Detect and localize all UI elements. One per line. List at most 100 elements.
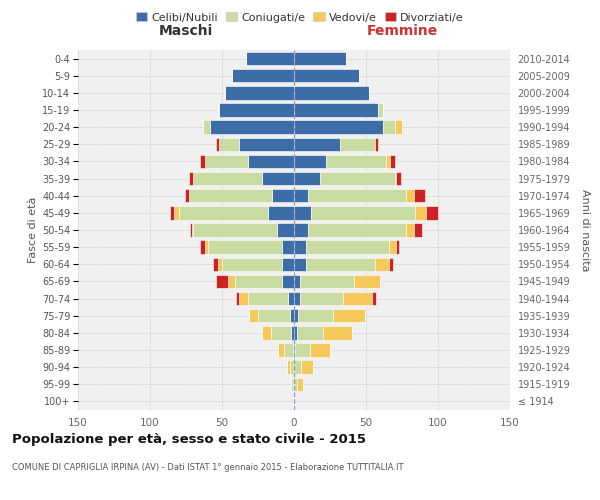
Bar: [294, 378, 297, 391]
Bar: [294, 154, 326, 168]
Bar: [413, 189, 425, 202]
Bar: [355, 274, 380, 288]
Bar: [189, 172, 193, 186]
Bar: [205, 154, 248, 168]
Bar: [219, 104, 294, 117]
Bar: [372, 292, 376, 306]
Bar: [294, 309, 298, 322]
Bar: [262, 172, 294, 186]
Bar: [326, 154, 386, 168]
Bar: [293, 378, 294, 391]
Bar: [396, 240, 399, 254]
Bar: [218, 258, 222, 271]
Bar: [205, 240, 208, 254]
Bar: [305, 258, 374, 271]
Bar: [294, 274, 300, 288]
Bar: [185, 189, 189, 202]
Bar: [216, 274, 228, 288]
Bar: [248, 154, 294, 168]
Bar: [193, 172, 262, 186]
Bar: [294, 292, 300, 306]
Bar: [294, 138, 340, 151]
Bar: [225, 86, 294, 100]
Bar: [192, 224, 193, 236]
Bar: [290, 360, 294, 374]
Bar: [283, 240, 294, 254]
Bar: [239, 138, 294, 151]
Bar: [308, 189, 406, 202]
Bar: [293, 344, 294, 356]
Bar: [294, 224, 308, 236]
Bar: [294, 189, 308, 202]
Bar: [300, 274, 355, 288]
Bar: [389, 240, 396, 254]
Bar: [323, 326, 352, 340]
Bar: [278, 344, 284, 356]
Text: COMUNE DI CAPRIGLIA IRPINA (AV) - Dati ISTAT 1° gennaio 2015 - Elaborazione TUTT: COMUNE DI CAPRIGLIA IRPINA (AV) - Dati I…: [12, 462, 404, 471]
Bar: [219, 138, 239, 151]
Bar: [295, 344, 310, 356]
Bar: [406, 189, 413, 202]
Bar: [236, 292, 239, 306]
Bar: [216, 138, 219, 151]
Bar: [386, 154, 391, 168]
Bar: [311, 206, 415, 220]
Bar: [297, 326, 323, 340]
Bar: [175, 206, 179, 220]
Bar: [343, 292, 372, 306]
Bar: [250, 309, 258, 322]
Bar: [294, 240, 305, 254]
Bar: [294, 172, 320, 186]
Bar: [298, 309, 333, 322]
Legend: Celibi/Nubili, Coniugati/e, Vedovi/e, Divorziati/e: Celibi/Nubili, Coniugati/e, Vedovi/e, Di…: [132, 8, 468, 27]
Bar: [284, 344, 293, 356]
Bar: [294, 258, 305, 271]
Bar: [294, 86, 369, 100]
Bar: [406, 224, 413, 236]
Bar: [294, 360, 301, 374]
Bar: [268, 206, 294, 220]
Bar: [235, 274, 283, 288]
Bar: [294, 206, 311, 220]
Bar: [193, 224, 277, 236]
Bar: [389, 258, 394, 271]
Bar: [320, 172, 395, 186]
Bar: [293, 394, 294, 408]
Bar: [262, 326, 271, 340]
Bar: [383, 120, 395, 134]
Bar: [272, 189, 294, 202]
Bar: [211, 120, 294, 134]
Bar: [248, 292, 288, 306]
Bar: [294, 52, 346, 66]
Bar: [291, 378, 293, 391]
Bar: [258, 309, 290, 322]
Bar: [374, 138, 377, 151]
Bar: [200, 154, 205, 168]
Bar: [208, 240, 283, 254]
Bar: [170, 206, 175, 220]
Bar: [239, 292, 248, 306]
Text: Femmine: Femmine: [367, 24, 437, 38]
Bar: [308, 224, 406, 236]
Bar: [287, 360, 290, 374]
Bar: [222, 258, 283, 271]
Y-axis label: Anni di nascita: Anni di nascita: [580, 188, 590, 271]
Bar: [228, 274, 235, 288]
Bar: [271, 326, 291, 340]
Y-axis label: Fasce di età: Fasce di età: [28, 197, 38, 263]
Bar: [340, 138, 374, 151]
Bar: [290, 309, 294, 322]
Bar: [294, 120, 383, 134]
Bar: [190, 224, 192, 236]
Text: Popolazione per età, sesso e stato civile - 2015: Popolazione per età, sesso e stato civil…: [12, 432, 366, 446]
Bar: [427, 206, 438, 220]
Bar: [203, 120, 211, 134]
Bar: [232, 69, 294, 82]
Bar: [374, 258, 389, 271]
Bar: [294, 69, 359, 82]
Bar: [310, 344, 330, 356]
Bar: [301, 360, 313, 374]
Bar: [391, 154, 395, 168]
Bar: [294, 326, 297, 340]
Bar: [179, 206, 268, 220]
